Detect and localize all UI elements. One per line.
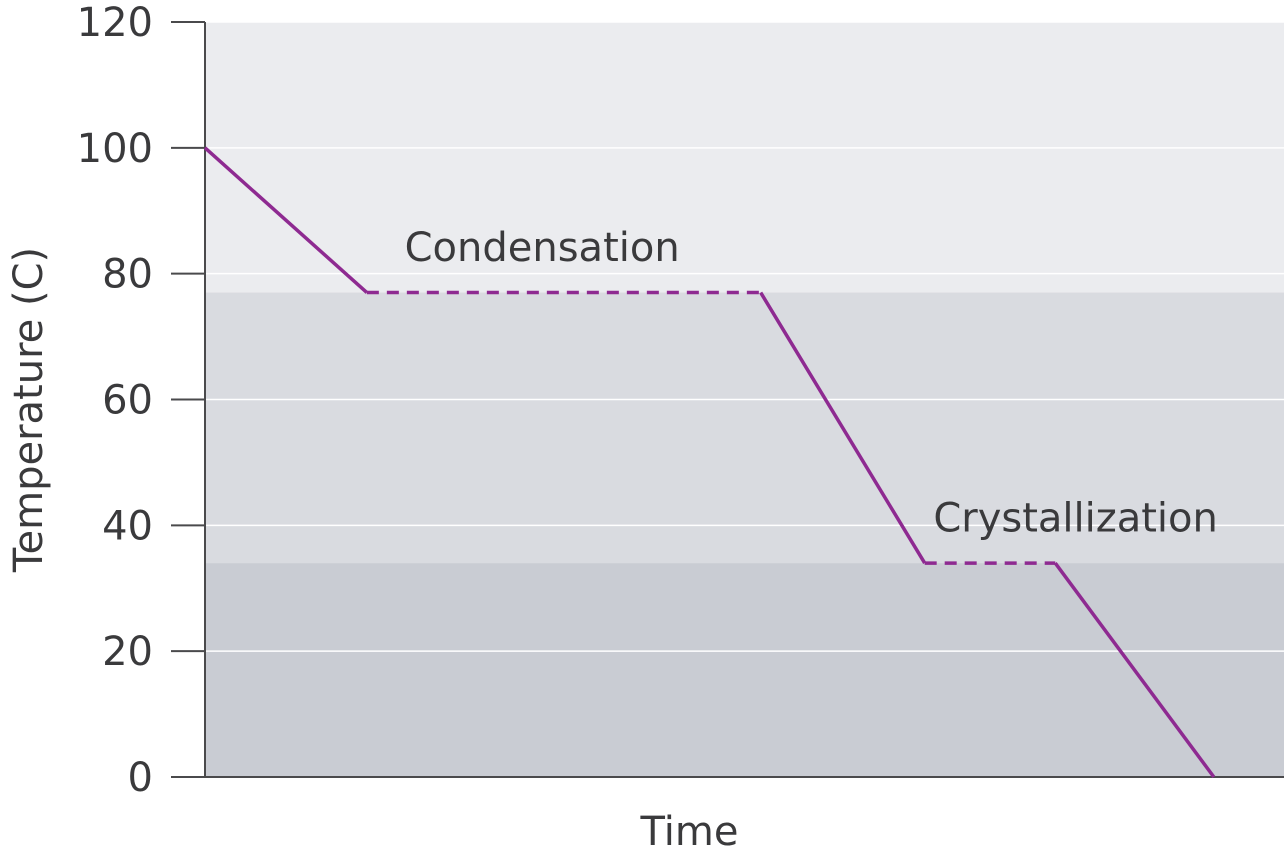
y-tick-label-60: 60 [102, 378, 153, 424]
annotations: Condensation Crystallization [405, 225, 1218, 542]
y-tick-label-100: 100 [77, 126, 153, 172]
y-tick-label-40: 40 [102, 503, 153, 549]
series-lines [203, 146, 1216, 779]
phase-region-1 [205, 22, 1284, 293]
annotation-label-2: Crystallization [933, 496, 1218, 542]
gridlines [205, 21, 1284, 652]
y-tick-label-20: 20 [102, 629, 153, 675]
y-tick-label-0: 0 [128, 755, 153, 801]
y-tick-label-80: 80 [102, 252, 153, 298]
phase-region-2 [205, 292, 1284, 564]
phase-region-3 [205, 563, 1284, 777]
y-axis-title: Temperature (C) [6, 247, 52, 573]
y-tick-labels: 0 20 40 60 80 100 120 [77, 0, 205, 801]
annotation-label-1: Condensation [405, 225, 680, 271]
phase-regions [205, 22, 1284, 777]
series-1-segment-1 [203, 146, 369, 294]
series-1-segment-5 [1053, 562, 1216, 779]
series-1-segment-3 [759, 291, 927, 564]
x-axis-title: Time [640, 809, 739, 855]
y-tick-label-120: 120 [77, 0, 153, 46]
